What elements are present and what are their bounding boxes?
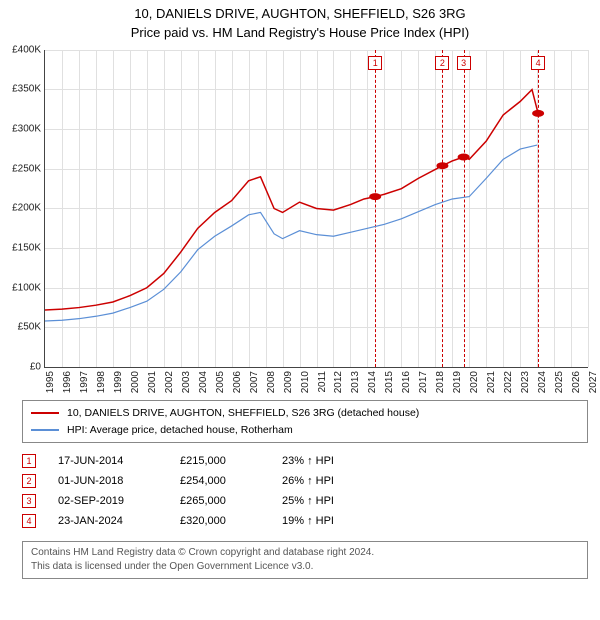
event-marker-box: 3	[457, 56, 471, 70]
legend-swatch	[31, 412, 59, 414]
sales-date: 01-JUN-2018	[58, 475, 158, 487]
chart-title-address: 10, DANIELS DRIVE, AUGHTON, SHEFFIELD, S…	[0, 6, 600, 23]
legend-swatch	[31, 429, 59, 431]
x-axis-label: 1997	[79, 371, 90, 393]
y-axis-label: £50K	[18, 322, 45, 333]
sale-point	[369, 193, 381, 200]
x-axis-label: 2008	[266, 371, 277, 393]
x-axis-label: 2002	[164, 371, 175, 393]
sales-marker: 1	[22, 454, 36, 468]
chart-subtitle: Price paid vs. HM Land Registry's House …	[0, 25, 600, 42]
sale-point	[532, 110, 544, 117]
x-axis-label: 2007	[249, 371, 260, 393]
y-axis-label: £400K	[12, 44, 45, 55]
legend-label: HPI: Average price, detached house, Roth…	[67, 422, 293, 439]
sales-price: £215,000	[180, 455, 260, 467]
sales-date: 17-JUN-2014	[58, 455, 158, 467]
legend-label: 10, DANIELS DRIVE, AUGHTON, SHEFFIELD, S…	[67, 405, 419, 422]
x-axis-label: 2014	[367, 371, 378, 393]
sales-marker: 4	[22, 514, 36, 528]
y-axis-label: £350K	[12, 84, 45, 95]
x-axis-label: 1995	[45, 371, 56, 393]
x-axis-label: 2009	[283, 371, 294, 393]
x-axis-label: 2019	[452, 371, 463, 393]
footer-attribution: Contains HM Land Registry data © Crown c…	[22, 541, 588, 579]
chart-container: 10, DANIELS DRIVE, AUGHTON, SHEFFIELD, S…	[0, 0, 600, 620]
sales-marker: 2	[22, 474, 36, 488]
event-marker-box: 2	[435, 56, 449, 70]
x-axis-label: 2027	[588, 371, 599, 393]
x-axis-label: 2003	[181, 371, 192, 393]
x-axis-label: 1996	[62, 371, 73, 393]
sales-row: 1 17-JUN-2014 £215,000 23% ↑ HPI	[22, 451, 588, 471]
x-axis-label: 2015	[384, 371, 395, 393]
legend-row: HPI: Average price, detached house, Roth…	[31, 422, 579, 439]
x-axis-label: 2020	[469, 371, 480, 393]
x-axis-label: 2013	[350, 371, 361, 393]
footer-line2: This data is licensed under the Open Gov…	[31, 560, 579, 574]
sales-table: 1 17-JUN-2014 £215,000 23% ↑ HPI 2 01-JUN-201…	[22, 451, 588, 531]
sales-price: £265,000	[180, 495, 260, 507]
sales-pct: 19% ↑ HPI	[282, 515, 372, 527]
chart-area: £0£50K£100K£150K£200K£250K£300K£350K£400…	[44, 50, 588, 390]
x-axis-label: 2001	[147, 371, 158, 393]
sales-pct: 23% ↑ HPI	[282, 455, 372, 467]
y-axis-label: £250K	[12, 163, 45, 174]
x-axis-label: 2021	[486, 371, 497, 393]
legend-row: 10, DANIELS DRIVE, AUGHTON, SHEFFIELD, S…	[31, 405, 579, 422]
series-property	[45, 89, 538, 309]
x-axis-label: 2017	[418, 371, 429, 393]
sales-date: 23-JAN-2024	[58, 515, 158, 527]
x-axis-label: 2023	[520, 371, 531, 393]
sales-marker: 3	[22, 494, 36, 508]
chart-lines	[45, 50, 588, 367]
footer-line1: Contains HM Land Registry data © Crown c…	[31, 546, 579, 560]
sales-price: £320,000	[180, 515, 260, 527]
sale-point	[458, 153, 470, 160]
y-axis-label: £150K	[12, 242, 45, 253]
event-marker-box: 1	[368, 56, 382, 70]
sales-row: 4 23-JAN-2024 £320,000 19% ↑ HPI	[22, 511, 588, 531]
title-block: 10, DANIELS DRIVE, AUGHTON, SHEFFIELD, S…	[0, 0, 600, 42]
x-axis-label: 2016	[401, 371, 412, 393]
y-axis-label: £300K	[12, 124, 45, 135]
x-axis-label: 2005	[215, 371, 226, 393]
sales-pct: 25% ↑ HPI	[282, 495, 372, 507]
sales-row: 2 01-JUN-2018 £254,000 26% ↑ HPI	[22, 471, 588, 491]
series-hpi	[45, 145, 537, 321]
sale-point	[436, 162, 448, 169]
x-axis-label: 2025	[554, 371, 565, 393]
y-axis-label: £0	[30, 361, 45, 372]
y-axis-label: £100K	[12, 282, 45, 293]
event-marker-box: 4	[531, 56, 545, 70]
x-axis-label: 2011	[317, 371, 328, 393]
legend: 10, DANIELS DRIVE, AUGHTON, SHEFFIELD, S…	[22, 400, 588, 444]
x-axis-label: 2026	[571, 371, 582, 393]
y-axis-label: £200K	[12, 203, 45, 214]
x-axis-label: 1998	[96, 371, 107, 393]
x-axis-label: 2004	[198, 371, 209, 393]
gridline-vertical	[588, 50, 589, 367]
x-axis-label: 1999	[113, 371, 124, 393]
plot-area: £0£50K£100K£150K£200K£250K£300K£350K£400…	[44, 50, 588, 368]
sales-row: 3 02-SEP-2019 £265,000 25% ↑ HPI	[22, 491, 588, 511]
sales-date: 02-SEP-2019	[58, 495, 158, 507]
sales-pct: 26% ↑ HPI	[282, 475, 372, 487]
x-axis-label: 2010	[300, 371, 311, 393]
x-axis-label: 2022	[503, 371, 514, 393]
x-axis-label: 2006	[232, 371, 243, 393]
x-axis-label: 2024	[537, 371, 548, 393]
sales-price: £254,000	[180, 475, 260, 487]
x-axis-label: 2012	[333, 371, 344, 393]
x-axis-label: 2018	[435, 371, 446, 393]
x-axis-label: 2000	[130, 371, 141, 393]
